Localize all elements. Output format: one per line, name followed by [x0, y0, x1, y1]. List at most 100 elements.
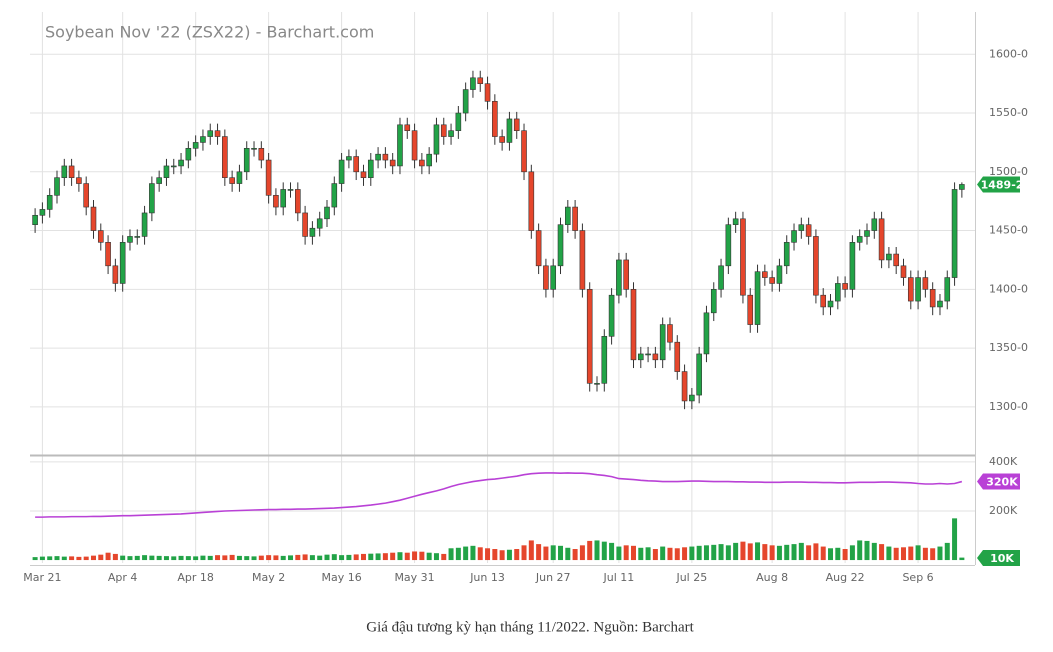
candle-body: [397, 124, 403, 167]
candle-body: [893, 253, 899, 267]
volume-bar: [90, 555, 96, 561]
volume-bar: [433, 553, 439, 561]
candle-body: [681, 371, 688, 402]
candle-body: [689, 394, 695, 402]
candle-body: [922, 277, 929, 290]
volume-bar: [127, 556, 133, 561]
candle-body: [674, 341, 681, 372]
candle-body: [185, 148, 192, 161]
candle-body: [462, 89, 469, 114]
volume-bar: [448, 548, 454, 561]
candle-body: [718, 265, 724, 290]
candle-body: [309, 227, 316, 237]
candle-body: [207, 130, 214, 137]
volume-bar: [506, 549, 512, 561]
last-price-tag-box: [977, 176, 1020, 193]
volume-bar: [295, 554, 301, 561]
volume-bar: [959, 557, 965, 561]
x-tick-label: Jul 11: [603, 571, 635, 584]
candle-body: [907, 277, 914, 302]
volume-bar: [521, 545, 527, 561]
candle-body: [222, 136, 228, 178]
volume-bar: [769, 545, 775, 561]
x-tick-label: Jun 13: [469, 571, 505, 584]
volume-bar: [390, 552, 396, 561]
candle-body: [937, 300, 943, 308]
volume-bar: [32, 557, 38, 561]
candle-body: [367, 159, 374, 178]
candle-body: [389, 159, 396, 167]
volume-bar: [645, 547, 651, 561]
x-tick-label: Aug 22: [826, 571, 865, 584]
candle-body: [295, 189, 301, 214]
candle-body: [747, 294, 754, 325]
candle-body: [105, 242, 111, 267]
volume-bar: [499, 550, 505, 561]
volume-bar: [944, 542, 950, 561]
candle-body: [149, 183, 155, 214]
x-tick-label: May 16: [321, 571, 361, 584]
volume-bar: [791, 544, 797, 561]
y-tick-label: 1550-0: [989, 106, 1028, 119]
volume-bar: [806, 545, 812, 561]
volume-bar: [601, 541, 607, 561]
candle-body: [915, 277, 921, 302]
candle-body: [820, 294, 827, 308]
volume-bar: [747, 543, 753, 561]
volume-tag: 10K: [990, 552, 1014, 565]
x-tick-label: May 2: [252, 571, 285, 584]
volume-bar: [317, 555, 323, 561]
volume-bar: [725, 545, 731, 561]
candle-body: [929, 289, 936, 308]
volume-bar: [229, 554, 235, 561]
candle-body: [521, 130, 527, 173]
volume-bar: [514, 549, 520, 561]
candle-body: [710, 289, 717, 314]
candle-body: [630, 289, 637, 361]
candle-body: [798, 224, 805, 231]
candle-body: [791, 230, 797, 243]
volume-bar: [718, 544, 724, 561]
volume-bar: [404, 552, 410, 561]
candle-body: [499, 136, 505, 143]
volume-bar: [346, 554, 352, 561]
candle-body: [119, 242, 126, 284]
volume-bar: [579, 545, 585, 561]
candle-body: [331, 183, 338, 208]
volume-bar: [331, 554, 337, 561]
volume-bar: [368, 553, 374, 561]
x-tick-label: Apr 4: [108, 571, 138, 584]
candle-body: [492, 101, 498, 137]
volume-bar: [470, 545, 476, 561]
candle-body: [134, 236, 141, 238]
candle-body: [776, 265, 783, 284]
volume-bar: [353, 554, 359, 561]
y-tick-label: 1300-0: [989, 400, 1028, 413]
volume-bar: [886, 546, 892, 561]
volume-bar: [258, 555, 264, 561]
volume-bar: [674, 548, 680, 561]
volume-bar: [660, 546, 666, 561]
volume-bar: [324, 554, 330, 561]
x-tick-label: Aug 8: [756, 571, 788, 584]
volume-bar: [382, 553, 388, 561]
chart-title: Soybean Nov '22 (ZSX22) - Barchart.com: [45, 23, 374, 42]
volume-bar: [784, 544, 790, 561]
candle-body: [61, 165, 68, 178]
volume-bar: [828, 548, 834, 561]
candle-body: [513, 118, 520, 131]
volume-bar: [623, 545, 629, 561]
candle-body: [39, 209, 46, 216]
candle-body: [586, 289, 593, 384]
volume-bar: [755, 542, 761, 561]
candle-body: [302, 212, 308, 237]
y-tick-label: 1450-0: [989, 224, 1028, 237]
volume-bar: [112, 553, 118, 561]
volume-bar: [134, 555, 140, 561]
candle-body: [849, 242, 856, 290]
x-tick-label: Sep 6: [902, 571, 933, 584]
volume-bar: [171, 556, 177, 561]
candle-body: [178, 159, 184, 167]
